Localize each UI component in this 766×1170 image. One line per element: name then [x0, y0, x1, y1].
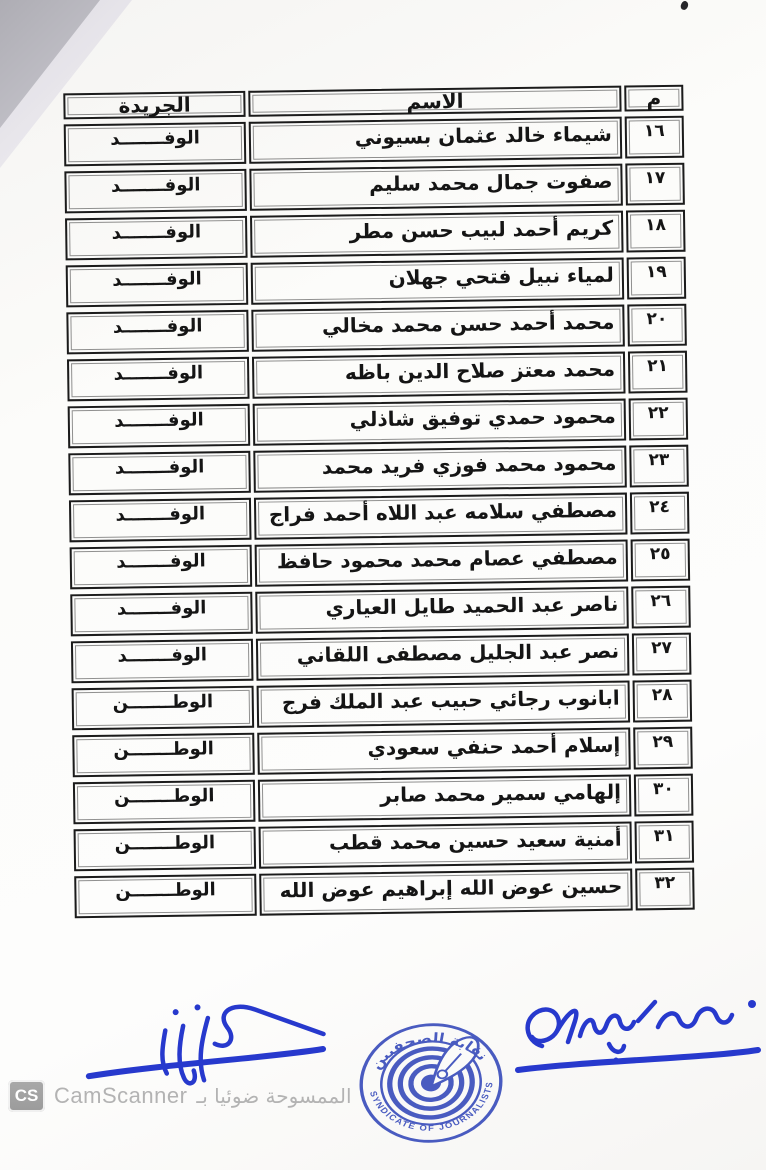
- roster-table-header: م الاسم الجريدة: [63, 84, 684, 120]
- newspaper-name: الوفـــــــد: [65, 262, 249, 308]
- camscanner-icon: CS: [8, 1080, 45, 1112]
- newspaper-name: الوفـــــــد: [68, 450, 252, 496]
- watermark-arabic-prefix: الممسوحة ضوئيا بـ: [196, 1084, 352, 1108]
- table-row: ٣١ أمنية سعيد حسين محمد قطب الوطـــــــن: [73, 820, 695, 872]
- newspaper-name: الوطـــــــن: [74, 873, 258, 919]
- newspaper-name: الوفـــــــد: [70, 638, 254, 684]
- member-name: كريم أحمد لبيب حسن مطر: [250, 210, 624, 258]
- row-number: ٢١: [627, 350, 688, 394]
- watermark-brand: CamScanner: [54, 1083, 188, 1108]
- header-newspaper: الجريدة: [63, 90, 246, 120]
- row-number: ٢٥: [630, 538, 691, 582]
- scan-speck: [679, 0, 690, 12]
- table-row: ٢١ محمد معتز صلاح الدين باظه الوفـــــــ…: [66, 350, 688, 402]
- member-name: حسين عوض الله إبراهيم عوض الله: [259, 868, 633, 916]
- table-row: ٢٧ نصر عبد الجليل مصطفى اللقاني الوفــــ…: [70, 632, 692, 684]
- row-number: ٢٦: [631, 585, 691, 629]
- newspaper-name: الوفـــــــد: [66, 309, 250, 355]
- table-row: ٢٦ ناصر عبد الحميد طايل العياري الوفــــ…: [70, 585, 691, 637]
- member-name: محمود حمدي توفيق شاذلي: [252, 398, 627, 446]
- pen-nib-icon: [429, 1036, 480, 1089]
- newspaper-name: الوفـــــــد: [66, 356, 250, 402]
- table-row: ٢٥ مصطفي عصام محمد محمود حافظ الوفــــــ…: [69, 538, 691, 590]
- member-name: إلهامي سمير محمد صابر: [258, 774, 632, 822]
- signature-right-ink: [515, 999, 761, 1073]
- newspaper-name: الوطـــــــن: [72, 732, 256, 778]
- stamp-icon: نقابة الصحفيين SYNDICATE OF JOURNALISTS: [359, 1023, 503, 1143]
- header-number: م: [624, 84, 684, 112]
- row-number: ٣٠: [633, 773, 694, 817]
- table-row: ٢٠ محمد أحمد حسن محمد مخالي الوفـــــــد: [66, 303, 687, 355]
- row-number: ١٩: [626, 256, 687, 300]
- row-number: ١٨: [625, 209, 686, 253]
- newspaper-name: الوفـــــــد: [63, 121, 247, 167]
- table-row: ٣٠ إلهامي سمير محمد صابر الوطـــــــن: [72, 773, 694, 825]
- signature-left-ink: [85, 1004, 327, 1086]
- member-name: ناصر عبد الحميد طايل العياري: [255, 586, 629, 634]
- row-number: ٢٧: [631, 632, 692, 676]
- header-name: الاسم: [248, 85, 622, 117]
- row-number: ٢٨: [632, 679, 693, 723]
- newspaper-name: الوطـــــــن: [73, 826, 257, 872]
- row-number: ١٧: [625, 162, 685, 206]
- member-name: نصر عبد الجليل مصطفى اللقاني: [256, 633, 630, 681]
- table-row: ١٧ صفوت جمال محمد سليم الوفـــــــد: [64, 162, 685, 214]
- row-number: ٢٣: [629, 444, 689, 488]
- roster-table-body: ١٦ شيماء خالد عثمان بسيوني الوفـــــــد …: [63, 115, 695, 919]
- camscanner-watermark: CS CamScanner الممسوحة ضوئيا بـ: [8, 1080, 352, 1112]
- newspaper-name: الوفـــــــد: [64, 168, 248, 214]
- table-row: ٢٨ ابانوب رجائي حبيب عبد الملك فرج الوطـ…: [71, 679, 693, 731]
- table-row: ١٦ شيماء خالد عثمان بسيوني الوفـــــــد: [63, 115, 685, 167]
- newspaper-name: الوفـــــــد: [70, 591, 254, 637]
- table-row: ٢٣ محمود محمد فوزي فريد محمد الوفـــــــ…: [68, 444, 689, 496]
- newspaper-name: الوفـــــــد: [68, 497, 252, 543]
- member-name: لمياء نبيل فتحي جهلان: [250, 257, 625, 305]
- newspaper-name: الوطـــــــن: [72, 779, 256, 825]
- row-number: ١٦: [624, 115, 685, 159]
- member-name: أمنية سعيد حسين محمد قطب: [258, 821, 632, 869]
- signature-right: [512, 992, 764, 1084]
- journalists-roster-table: م الاسم الجريدة ١٦ شيماء خالد عثمان بسيو…: [60, 80, 698, 924]
- member-name: محمود محمد فوزي فريد محمد: [253, 445, 627, 493]
- table-row: ٢٤ مصطفي سلامه عبد اللاه أحمد فراج الوفـ…: [68, 491, 690, 543]
- row-number: ٢٠: [627, 303, 687, 347]
- table-row: ١٨ كريم أحمد لبيب حسن مطر الوفـــــــد: [65, 209, 686, 261]
- table-row: ٣٢ حسين عوض الله إبراهيم عوض الله الوطــ…: [74, 867, 695, 919]
- newspaper-name: الوفـــــــد: [69, 544, 253, 590]
- newspaper-name: الوفـــــــد: [67, 403, 251, 449]
- member-name: صفوت جمال محمد سليم: [249, 163, 623, 211]
- syndicate-stamp: نقابة الصحفيين SYNDICATE OF JOURNALISTS: [335, 1000, 527, 1165]
- newspaper-name: الوفـــــــد: [65, 215, 248, 261]
- member-name: محمد أحمد حسن محمد مخالي: [251, 304, 625, 352]
- row-number: ٢٤: [629, 491, 690, 535]
- newspaper-name: الوطـــــــن: [71, 685, 255, 731]
- member-name: ابانوب رجائي حبيب عبد الملك فرج: [256, 680, 631, 728]
- member-name: مصطفي سلامه عبد اللاه أحمد فراج: [254, 492, 628, 540]
- table-row: ١٩ لمياء نبيل فتحي جهلان الوفـــــــد: [65, 256, 687, 308]
- member-name: إسلام أحمد حنفي سعودي: [257, 727, 631, 775]
- row-number: ٣٢: [635, 867, 695, 911]
- table-row: ٢٢ محمود حمدي توفيق شاذلي الوفـــــــد: [67, 397, 689, 449]
- table-row: ٢٩ إسلام أحمد حنفي سعودي الوطـــــــن: [72, 726, 693, 778]
- row-number: ٢٩: [633, 726, 693, 770]
- signature-left: [78, 994, 339, 1107]
- row-number: ٣١: [634, 820, 695, 864]
- member-name: مصطفي عصام محمد محمود حافظ: [254, 539, 629, 587]
- member-name: شيماء خالد عثمان بسيوني: [248, 116, 623, 164]
- row-number: ٢٢: [628, 397, 689, 441]
- header-row: م الاسم الجريدة: [63, 84, 684, 120]
- member-name: محمد معتز صلاح الدين باظه: [252, 351, 626, 399]
